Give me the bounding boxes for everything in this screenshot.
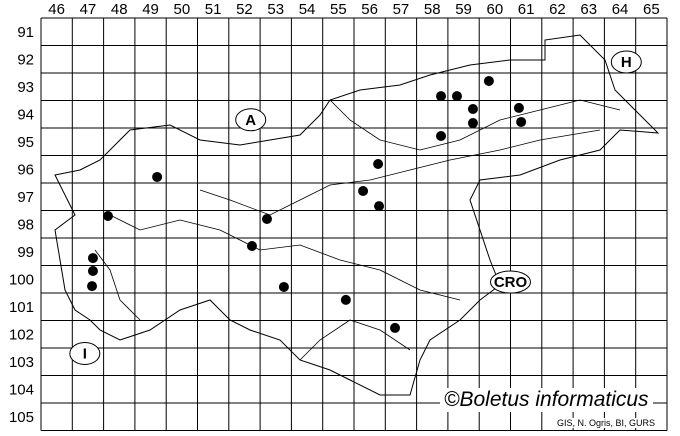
record-dot <box>436 130 447 141</box>
record-dot <box>513 102 524 113</box>
row-label: 92 <box>17 51 34 68</box>
row-label: 103 <box>9 354 34 371</box>
row-label: 100 <box>9 271 34 288</box>
record-dot <box>358 185 369 196</box>
record-dot <box>340 294 351 305</box>
column-label: 56 <box>361 1 378 18</box>
row-label: 94 <box>17 106 34 123</box>
region-marker <box>235 108 267 132</box>
column-label: 52 <box>236 1 253 18</box>
record-dot <box>436 91 447 102</box>
column-label: 55 <box>330 1 347 18</box>
row-label: 98 <box>17 216 34 233</box>
column-label: 54 <box>299 1 316 18</box>
row-label: 101 <box>9 299 34 316</box>
column-label: 51 <box>205 1 222 18</box>
record-dot <box>483 75 494 86</box>
column-label: 48 <box>111 1 128 18</box>
record-dot <box>278 281 289 292</box>
column-label: 50 <box>174 1 191 18</box>
row-label: 97 <box>17 189 34 206</box>
column-label: 47 <box>80 1 97 18</box>
record-dot <box>261 214 272 225</box>
column-label: 63 <box>580 1 597 18</box>
region-marker <box>69 342 101 365</box>
region-marker <box>610 50 642 74</box>
region-label: H <box>621 54 632 71</box>
column-label: 64 <box>612 1 629 18</box>
column-label: 62 <box>549 1 566 18</box>
region-label: A <box>245 112 256 129</box>
region-label: CRO <box>494 274 528 291</box>
column-label: 59 <box>455 1 472 18</box>
credit-text: GIS, N. Ogris, BI, GURS <box>555 418 658 428</box>
row-label: 93 <box>17 79 34 96</box>
record-dot <box>451 91 462 102</box>
row-label: 104 <box>9 381 34 398</box>
record-dot <box>152 171 163 182</box>
record-dots <box>87 75 527 333</box>
column-label: 49 <box>142 1 159 18</box>
column-label: 58 <box>424 1 441 18</box>
record-dot <box>87 266 98 276</box>
column-label: 46 <box>48 1 65 18</box>
record-dot <box>102 211 113 221</box>
record-dot <box>467 104 478 115</box>
region-label: I <box>83 346 87 363</box>
record-dot <box>87 253 98 264</box>
column-label: 61 <box>518 1 535 18</box>
copyright-text: ©Boletus informaticus <box>440 388 653 412</box>
row-label: 105 <box>9 409 34 426</box>
rivers <box>94 99 621 361</box>
column-label: 65 <box>643 1 660 18</box>
grid-lines <box>40 17 668 431</box>
row-label: 99 <box>17 244 34 261</box>
row-label: 95 <box>17 134 34 151</box>
record-dot <box>390 322 401 333</box>
column-label: 53 <box>267 1 284 18</box>
record-dot <box>516 116 527 127</box>
column-label: 57 <box>393 1 410 18</box>
record-dot <box>246 240 257 251</box>
record-dot <box>87 281 98 292</box>
record-dot <box>467 118 478 129</box>
record-dot <box>374 201 385 212</box>
region-marker <box>490 270 531 294</box>
record-dot <box>373 159 384 170</box>
row-label: 102 <box>9 326 34 343</box>
column-label: 60 <box>487 1 504 18</box>
row-label: 96 <box>17 161 34 178</box>
row-label: 91 <box>17 24 34 41</box>
country-border <box>54 34 660 396</box>
